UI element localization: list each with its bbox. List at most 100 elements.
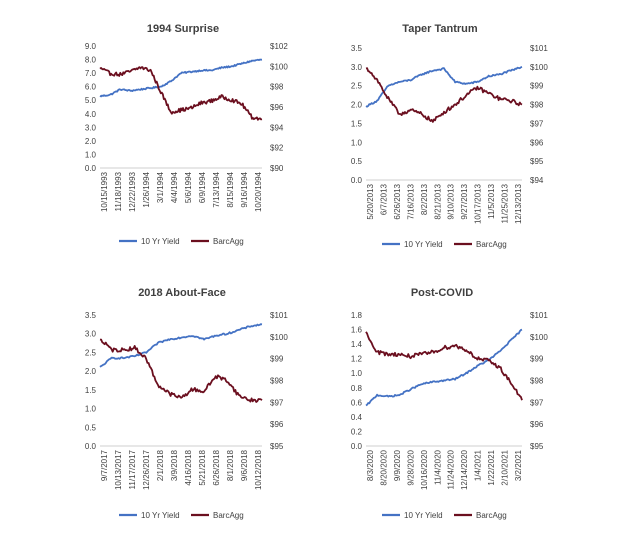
y-right-tick-label: $94 — [530, 176, 544, 185]
y-left-tick-label: 5.0 — [85, 96, 97, 105]
chart-3: Post-COVID 0.0 0.2 0.4 0.6 0.8 1.0 1.2 1.4 1.6 1.8… — [351, 287, 548, 520]
y-left-tick-label: 1.5 — [85, 386, 97, 395]
barcagg-series-line — [99, 66, 263, 121]
x-tick-label: 10/20/1994 — [254, 171, 263, 212]
legend-label-barcagg: BarcAgg — [213, 237, 244, 246]
x-tick-label: 9/28/2020 — [406, 449, 415, 485]
x-tick-label: 9/7/2017 — [100, 449, 109, 481]
y-right-tick-label: $100 — [270, 62, 288, 71]
x-tick-label: 6/9/1994 — [198, 171, 207, 203]
y-right-tick-label: $99 — [270, 355, 284, 364]
x-tick-label: 7/13/1994 — [212, 171, 221, 207]
x-tick-label: 8/21/2013 — [433, 183, 442, 219]
y-left-tick-label: 3.0 — [85, 330, 97, 339]
y-left-tick-label: 1.2 — [351, 355, 363, 364]
y-left-tick-label: 2.0 — [85, 367, 97, 376]
y-left-tick-label: 1.0 — [85, 150, 97, 159]
barcagg-series-line — [365, 67, 523, 123]
x-tick-label: 1/26/1994 — [142, 171, 151, 207]
x-tick-label: 12/14/2020 — [460, 449, 469, 490]
x-tick-label: 8/2/2013 — [420, 183, 429, 215]
x-tick-label: 2/10/2021 — [501, 449, 510, 485]
y-left-tick-label: 0.5 — [85, 423, 97, 432]
x-tick-label: 8/20/2020 — [379, 449, 388, 485]
y-right-tick-label: $99 — [530, 355, 544, 364]
y-left-tick-label: 0.5 — [351, 157, 363, 166]
chart-title: 1994 Surprise — [147, 23, 219, 35]
y-right-tick-label: $90 — [270, 164, 284, 173]
y-right-tick-label: $96 — [530, 420, 544, 429]
legend-label-yield: 10 Yr Yield — [141, 511, 180, 520]
x-tick-label: 8/1/2018 — [226, 449, 235, 481]
x-tick-label: 12/22/1993 — [128, 171, 137, 212]
y-right-tick-label: $96 — [270, 420, 284, 429]
chart-title: Post-COVID — [411, 287, 473, 299]
x-tick-label: 11/25/2013 — [501, 183, 510, 223]
x-tick-label: 6/7/2013 — [379, 183, 388, 215]
x-tick-label: 5/6/1994 — [184, 171, 193, 203]
x-tick-label: 4/16/2018 — [184, 449, 193, 485]
chart-1: Taper Tantrum 0.0 0.5 1.0 1.5 2.0 2.5 3.0 3.5 $94… — [351, 23, 548, 249]
yield-series-line — [99, 58, 263, 98]
y-left-tick-label: 3.0 — [85, 123, 97, 132]
y-left-tick-label: 3.5 — [85, 311, 97, 320]
y-left-tick-label: 6.0 — [85, 83, 97, 92]
x-tick-label: 7/16/2013 — [406, 183, 415, 219]
chart-2: 2018 About-Face 0.0 0.5 1.0 1.5 2.0 2.5 3.0 3.5 $… — [85, 287, 288, 520]
y-right-tick-label: $98 — [530, 377, 544, 386]
y-right-tick-label: $97 — [530, 398, 544, 407]
x-tick-label: 1/22/2021 — [487, 449, 496, 485]
y-left-tick-label: 1.0 — [351, 138, 363, 147]
x-tick-label: 5/20/2013 — [366, 183, 375, 219]
y-left-tick-label: 0.0 — [85, 442, 97, 451]
y-right-tick-label: $101 — [530, 311, 548, 320]
y-right-tick-label: $96 — [270, 103, 284, 112]
y-right-tick-label: $101 — [530, 44, 548, 53]
x-tick-label: 8/15/1994 — [226, 171, 235, 207]
x-tick-label: 10/15/1993 — [100, 171, 109, 212]
y-left-tick-label: 1.8 — [351, 311, 363, 320]
y-left-tick-label: 8.0 — [85, 56, 97, 65]
y-right-tick-label: $92 — [270, 144, 284, 153]
y-left-tick-label: 2.0 — [351, 101, 363, 110]
x-tick-label: 11/17/2017 — [128, 449, 137, 489]
y-left-tick-label: 0.2 — [351, 427, 363, 436]
y-left-tick-label: 0.0 — [85, 164, 97, 173]
y-right-tick-label: $95 — [270, 442, 284, 451]
x-tick-label: 9/10/2013 — [447, 183, 456, 219]
y-right-tick-label: $98 — [270, 83, 284, 92]
y-left-tick-label: 2.5 — [351, 82, 363, 91]
y-right-tick-label: $98 — [270, 377, 284, 386]
legend-label-yield: 10 Yr Yield — [404, 240, 443, 249]
y-right-tick-label: $95 — [530, 157, 544, 166]
y-left-tick-label: 1.4 — [351, 340, 363, 349]
x-tick-label: 8/3/2020 — [366, 449, 375, 481]
y-left-tick-label: 0.0 — [351, 176, 363, 185]
y-right-tick-label: $98 — [530, 101, 544, 110]
yield-series-line — [99, 323, 263, 368]
legend-label-barcagg: BarcAgg — [213, 511, 244, 520]
legend-label-yield: 10 Yr Yield — [404, 511, 443, 520]
y-right-tick-label: $100 — [530, 63, 548, 72]
y-right-tick-label: $97 — [530, 119, 544, 128]
y-left-tick-label: 1.0 — [351, 369, 363, 378]
x-tick-label: 10/12/2018 — [254, 449, 263, 490]
x-tick-label: 12/26/2017 — [142, 449, 151, 490]
y-left-tick-label: 1.0 — [85, 405, 97, 414]
x-tick-label: 10/17/2013 — [474, 183, 483, 224]
chart-title: Taper Tantrum — [402, 23, 478, 35]
y-right-tick-label: $95 — [530, 442, 544, 451]
legend-label-yield: 10 Yr Yield — [141, 237, 180, 246]
x-tick-label: 5/21/2018 — [198, 449, 207, 485]
y-left-tick-label: 2.0 — [85, 137, 97, 146]
y-left-tick-label: 0.0 — [351, 442, 363, 451]
y-right-tick-label: $94 — [270, 123, 284, 132]
x-tick-label: 9/6/2018 — [240, 449, 249, 481]
chart-0: 1994 Surprise 0.0 1.0 2.0 3.0 4.0 5.0 6.0 7.0 8.0… — [85, 23, 288, 246]
y-left-tick-label: 0.4 — [351, 413, 363, 422]
y-right-tick-label: $102 — [270, 42, 288, 51]
y-right-tick-label: $96 — [530, 138, 544, 147]
y-right-tick-label: $97 — [270, 398, 284, 407]
